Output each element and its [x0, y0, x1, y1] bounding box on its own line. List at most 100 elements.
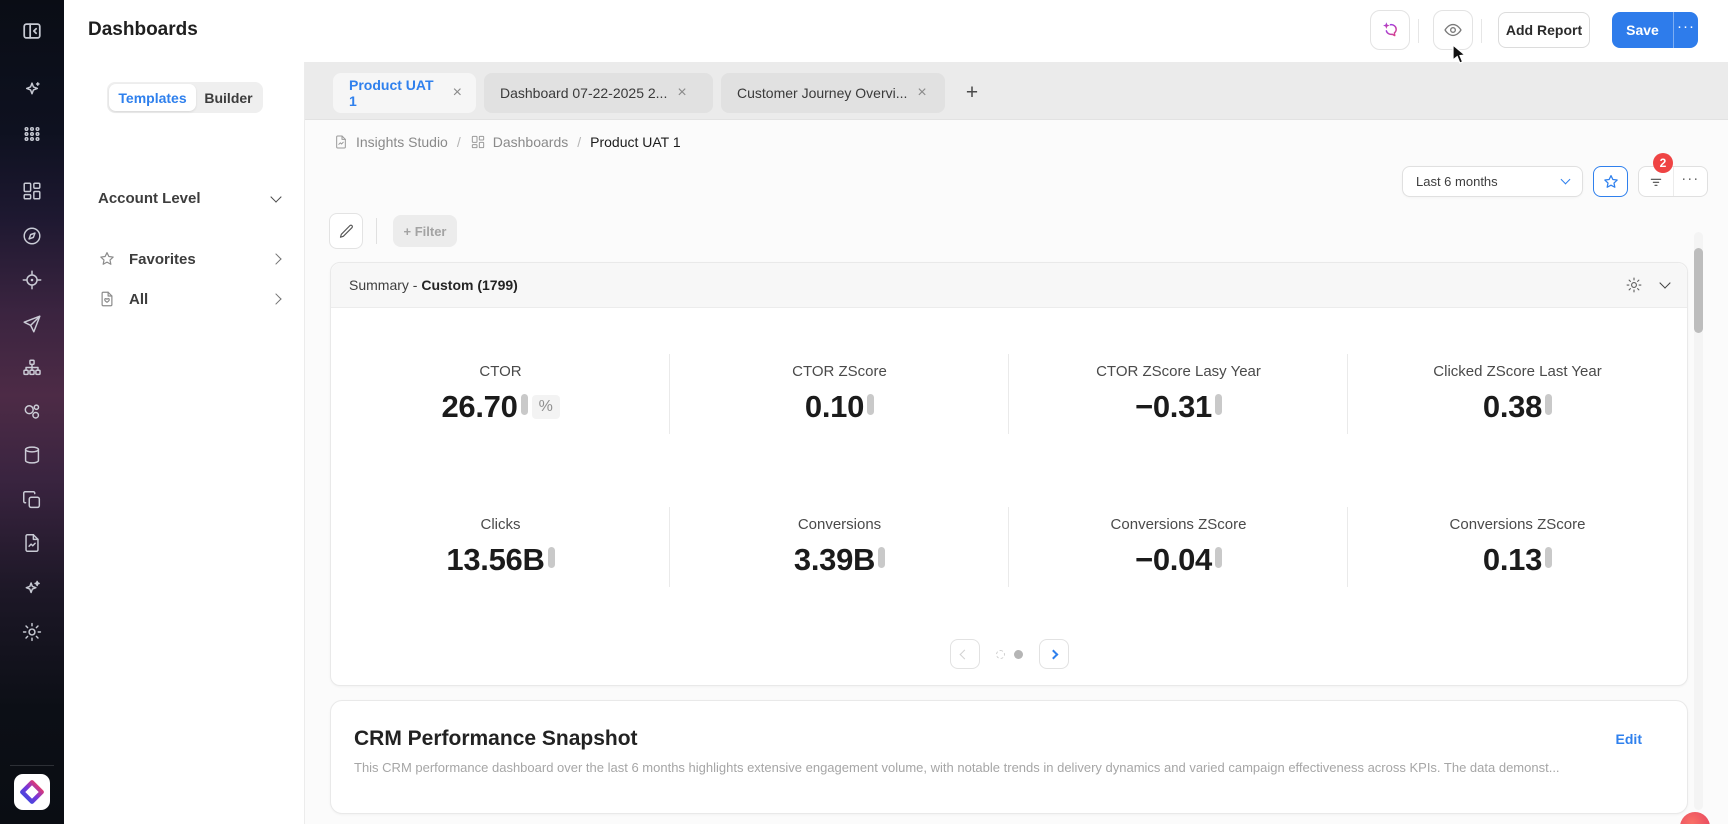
value-cursor-bar — [1214, 547, 1222, 569]
page-dot-2[interactable] — [1013, 649, 1023, 659]
top-bar: Dashboards Add Report Save ··· — [64, 0, 1728, 62]
more-actions-button[interactable]: ··· — [1672, 167, 1708, 196]
filter-count-badge: 2 — [1653, 153, 1673, 173]
sidebar: Templates Builder Account Level Favorite… — [64, 62, 305, 824]
metric-label: Conversions — [797, 515, 882, 533]
breadcrumb-dashboards[interactable]: Dashboards — [470, 134, 569, 150]
metrics-row-1: CTOR 26.70% CTOR ZScore 0.10 CTOR ZScore… — [331, 318, 1687, 471]
floating-red-button[interactable] — [1680, 812, 1710, 824]
dashboard-icon — [471, 135, 484, 149]
rail-divider — [10, 765, 54, 766]
metric-label: Conversions ZScore — [1110, 515, 1247, 533]
metric-conversions: Conversions 3.39B — [670, 516, 1009, 578]
tab-builder[interactable]: Builder — [204, 89, 253, 106]
crm-edit-link[interactable]: Edit — [1615, 731, 1642, 747]
ai-assistant-button[interactable] — [1370, 10, 1410, 50]
chevron-down-icon — [270, 190, 282, 203]
summary-title-prefix: Summary - — [349, 276, 422, 293]
tab-product-uat-1[interactable]: Product UAT 1 × — [333, 73, 476, 113]
database-icon — [24, 446, 40, 464]
tab-templates[interactable]: Templates — [109, 84, 196, 111]
nav-targeting-button[interactable] — [0, 260, 64, 300]
metric-value: 0.13 — [1482, 541, 1543, 577]
value-cursor-bar — [520, 394, 528, 416]
next-page-button[interactable] — [1038, 639, 1069, 670]
add-filter-button[interactable]: + Filter — [393, 215, 457, 247]
more-options-icon: ··· — [1677, 18, 1695, 35]
tab-customer-journey-overview[interactable]: Customer Journey Overvi... × — [721, 73, 945, 113]
copies-icon — [23, 491, 41, 509]
scrollbar-thumb[interactable] — [1694, 248, 1703, 333]
metric-value: 0.10 — [804, 388, 865, 424]
nav-ai-tools-button[interactable] — [0, 568, 64, 608]
add-tab-button[interactable]: + — [965, 81, 979, 104]
nav-sparkles-button[interactable] — [0, 70, 64, 110]
metric-value: −0.04 — [1135, 541, 1212, 577]
close-icon[interactable]: × — [452, 84, 462, 101]
topbar-divider — [1481, 19, 1482, 43]
breadcrumb: Insights Studio / Dashboards / Product U… — [333, 134, 681, 150]
filters-button[interactable] — [1639, 167, 1673, 196]
eye-icon — [1444, 23, 1462, 37]
tab-label: Customer Journey Overvi... — [737, 85, 908, 101]
summary-title-name: Custom (1799) — [421, 276, 518, 293]
topbar-divider — [1418, 19, 1419, 43]
nav-settings-button[interactable] — [0, 612, 64, 652]
sidebar-item-favorites[interactable]: Favorites — [98, 247, 282, 271]
scrollbar-track[interactable] — [1694, 232, 1703, 810]
breadcrumb-label: Dashboards — [492, 134, 569, 150]
collapse-card-chevron-icon[interactable] — [1659, 277, 1671, 289]
value-cursor-bar — [867, 394, 875, 416]
prev-page-button[interactable] — [949, 639, 980, 670]
metric-label: CTOR — [479, 362, 522, 380]
nav-explore-button[interactable] — [0, 216, 64, 256]
favorites-label: Favorites — [129, 250, 196, 268]
close-icon[interactable]: × — [917, 84, 927, 101]
nav-audiences-button[interactable] — [0, 392, 64, 432]
date-range-select[interactable]: Last 6 months — [1402, 166, 1583, 197]
gear-icon[interactable] — [1625, 276, 1643, 294]
more-options-icon: ··· — [1681, 169, 1700, 187]
metric-clicked-zscore-last-year: Clicked ZScore Last Year 0.38 — [1348, 363, 1687, 425]
add-report-button[interactable]: Add Report — [1498, 12, 1590, 48]
account-level-label: Account Level — [98, 190, 201, 207]
save-button[interactable]: Save — [1612, 12, 1673, 48]
save-split-button: Save ··· — [1612, 12, 1698, 48]
metric-label: Conversions ZScore — [1449, 515, 1586, 533]
date-range-value: Last 6 months — [1416, 174, 1498, 189]
sparkles-icon — [25, 82, 40, 95]
save-more-button[interactable]: ··· — [1673, 12, 1698, 48]
brand-logo[interactable] — [14, 774, 50, 810]
nav-apps-button[interactable] — [0, 114, 64, 154]
collapse-sidebar-button[interactable] — [0, 11, 64, 51]
tab-dashboard-07-22-2025[interactable]: Dashboard 07-22-2025 2... × — [484, 73, 713, 113]
metric-ctor-zscore-last-year: CTOR ZScore Lasy Year −0.31 — [1009, 363, 1348, 425]
filter-more-group: ··· — [1638, 166, 1708, 197]
nav-campaigns-button[interactable] — [0, 304, 64, 344]
chevron-right-icon — [270, 253, 282, 265]
collapse-panel-icon — [23, 23, 41, 39]
chevron-right-icon — [270, 293, 282, 305]
crm-snapshot-card: CRM Performance Snapshot This CRM perfor… — [330, 700, 1688, 814]
favorite-toggle-button[interactable] — [1593, 166, 1628, 197]
page-dot-1[interactable] — [995, 649, 1005, 659]
close-icon[interactable]: × — [677, 84, 687, 101]
nav-reports-button[interactable] — [0, 523, 64, 563]
nav-templates-button[interactable] — [0, 480, 64, 520]
nav-dashboards-button[interactable] — [0, 171, 64, 211]
chevron-right-icon — [1048, 649, 1059, 659]
sidebar-section-account-level[interactable]: Account Level — [98, 190, 282, 207]
report-icon — [336, 135, 346, 149]
preview-button[interactable] — [1433, 10, 1473, 50]
all-label: All — [129, 290, 149, 308]
edit-dashboard-button[interactable] — [329, 213, 363, 249]
breadcrumb-insights-studio[interactable]: Insights Studio — [333, 134, 448, 150]
metric-label: CTOR ZScore Lasy Year — [1096, 362, 1261, 380]
nav-journeys-button[interactable] — [0, 348, 64, 388]
nav-data-button[interactable] — [0, 435, 64, 475]
favorite-star-icon — [1603, 174, 1618, 188]
filter-lines-icon — [1650, 178, 1661, 186]
sidebar-item-all[interactable]: All — [98, 287, 282, 311]
brand-diamond-icon — [20, 780, 44, 804]
